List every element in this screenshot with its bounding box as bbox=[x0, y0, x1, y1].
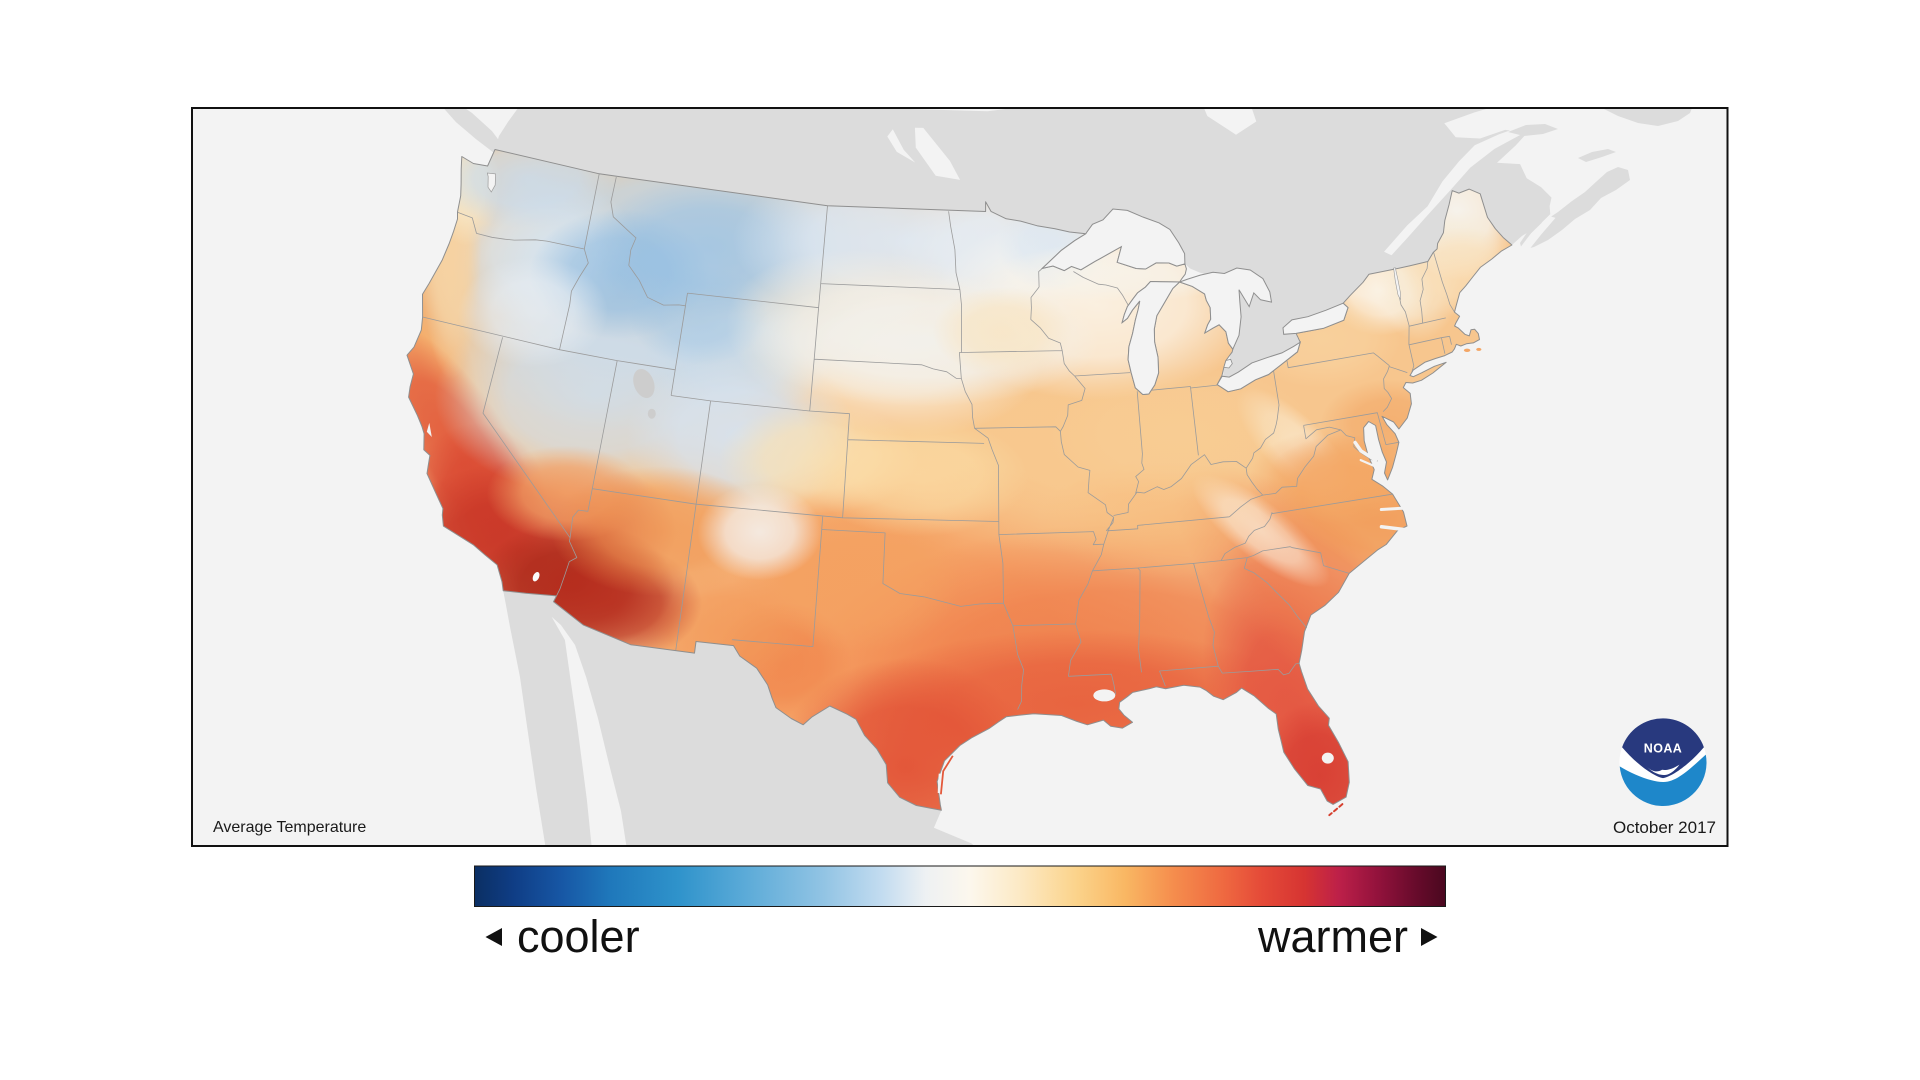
svg-text:cooler: cooler bbox=[517, 911, 640, 962]
svg-text:NOAA: NOAA bbox=[1644, 741, 1682, 755]
svg-text:warmer: warmer bbox=[1257, 911, 1408, 962]
svg-text:October 2017: October 2017 bbox=[1613, 818, 1716, 837]
svg-text:Average Temperature: Average Temperature bbox=[213, 819, 366, 836]
